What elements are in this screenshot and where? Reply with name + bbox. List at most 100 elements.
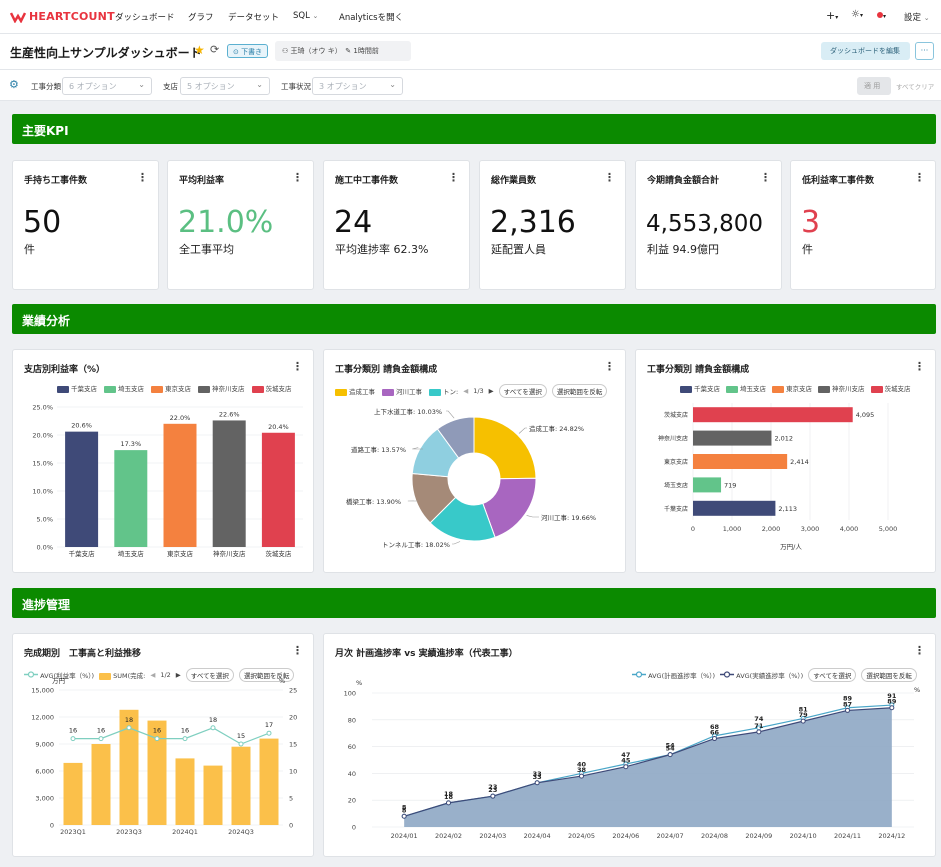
invert-selection-button[interactable]: 選択範囲を反転 [551,384,608,398]
y-tick-label-left: 15,000 [31,687,54,695]
kebab-menu-icon[interactable]: ⋮ [760,171,771,184]
kpi-value: 21.0% [178,205,274,240]
nav-dataset[interactable]: データセット [228,13,280,23]
legend-next-icon[interactable]: ▶ [175,671,181,679]
data-point-actual [756,729,762,735]
legend-line-marker [24,671,38,678]
data-label: 16 [69,727,77,735]
legend-item[interactable]: 千葉支店 [680,383,720,393]
bar [63,762,83,825]
data-label: 22.0% [170,414,191,422]
more-options-button[interactable]: ··· [915,42,934,60]
legend-item[interactable]: 東京支店 [151,383,191,393]
slice-label: トンネル工事: 18.02% [382,540,450,549]
legend-prev-icon[interactable]: ◀ [463,387,469,395]
legend-item[interactable]: 埼玉支店 [726,383,766,393]
legend-item[interactable]: 埼玉支店 [104,383,144,393]
legend-item[interactable]: 茨城支店 [870,383,911,393]
bar [91,744,111,825]
invert-selection-button[interactable]: 選択範囲を反転 [238,668,295,682]
data-point-actual [667,752,673,758]
nav-graph[interactable]: グラフ [188,13,214,23]
chart-card-progress-area: 月次 計画進捗率 vs 実績進捗率（代表工事） ⋮ AVG(計画進捗率（%）) … [323,633,936,857]
data-label-plan: 91 [887,692,897,700]
filter-select-branch[interactable]: 5 オプション ⌄ [180,77,270,95]
y-tick-label-left: 3,000 [35,795,54,803]
data-label-plan: 89 [843,695,853,703]
apply-filters-button[interactable]: 適 用 [857,77,891,95]
data-label: 16 [153,727,161,735]
legend-item-line[interactable]: AVG(利益率（%）) [24,670,94,680]
kebab-menu-icon[interactable]: ⋮ [137,171,148,184]
kpi-card: 今期請負金額合計 ⋮ 4,553,800 利益 94.9億円 [635,160,782,290]
x-tick-label: 東京支店 [167,549,194,558]
nav-analytics[interactable]: Analyticsを開く [339,13,404,23]
bar [693,500,776,516]
data-point [266,730,272,736]
kebab-menu-icon[interactable]: ⋮ [292,171,303,184]
nav-sql[interactable]: SQL ⌄ [293,11,318,21]
chart-card-category-pie: 工事分類別 請負金額構成 ⋮ 造成工事 河川工事 トン: ◀ 1/3 ▶ すべてを選… [323,349,626,573]
legend-label: 東京支店 [786,385,812,393]
y-tick-label: 東京支店 [664,458,688,466]
slice-label: 上下水道工事: 10.03% [374,407,442,416]
nav-dashboard[interactable]: ダッシュボード [115,13,175,23]
y-tick-label-right: 15 [289,741,297,749]
language-icon[interactable]: ▾ [877,11,886,21]
add-icon[interactable]: +▾ [826,9,839,22]
legend-item[interactable]: 神奈川支店 [818,383,865,393]
legend-item-actual[interactable]: AVG(実績進捗率（%）) [720,670,803,680]
invert-selection-button[interactable]: 選択範囲を反転 [861,668,917,682]
data-label-actual: 66 [710,729,720,737]
x-tick-label: 2024/07 [657,832,684,840]
legend-item[interactable]: 茨城支店 [251,383,292,393]
legend-item[interactable]: 神奈川支店 [198,383,245,393]
y-tick-label: 埼玉支店 [664,481,688,489]
edit-pencil-icon: ✎ [345,47,352,55]
kebab-menu-icon[interactable]: ⋮ [292,360,303,373]
pie-slice [436,416,475,459]
kebab-menu-icon[interactable]: ⋮ [292,644,303,657]
kebab-menu-icon[interactable]: ⋮ [914,171,925,184]
theme-icon[interactable]: ☼▾ [851,9,863,20]
legend-next-icon[interactable]: ▶ [488,387,494,395]
legend-item[interactable]: 東京支店 [772,383,812,393]
filter-settings-gear-icon[interactable]: ⚙ [9,78,19,91]
filter-select-category[interactable]: 6 オプション ⌄ [62,77,152,95]
legend-label: AVG(利益率（%）) [40,672,95,680]
legend-item[interactable]: トン: [429,386,458,396]
legend-item[interactable]: 千葉支店 [57,383,97,393]
kebab-menu-icon[interactable]: ⋮ [914,644,925,657]
legend-item[interactable]: 河川工事 [382,386,422,396]
filter-select-status[interactable]: 3 オプション ⌄ [312,77,403,95]
legend-item[interactable]: 造成工事 [335,386,375,396]
kebab-menu-icon[interactable]: ⋮ [604,171,615,184]
chevron-down-icon: ⌄ [312,12,319,20]
edit-dashboard-button[interactable]: ダッシュボードを編集 [821,42,910,60]
refresh-icon[interactable]: ⟳ [210,43,220,56]
legend-prev-icon[interactable]: ◀ [150,671,156,679]
select-all-button[interactable]: すべてを選択 [808,668,857,682]
legend-item-bar[interactable]: SUM(完成: [99,670,145,680]
clear-filters-link[interactable]: すべてクリア [896,83,935,91]
y-tick-label: 20.0% [32,432,53,440]
chart-card-branch-profit: 支店別利益率（%） ⋮ 千葉支店 埼玉支店 東京支店 神奈川支店 茨城支店 0.0% 5.… [12,349,314,573]
kebab-menu-icon[interactable]: ⋮ [914,360,925,373]
legend-items: 造成工事 河川工事 トン: [335,386,458,396]
legend-label: 茨城支店 [265,385,292,393]
data-label-plan: 18 [444,790,454,798]
brand-logo[interactable]: HEARTCOUNT [10,10,115,23]
x-tick-label: 2024Q3 [228,828,254,836]
select-all-button[interactable]: すべてを選択 [498,384,547,398]
favorite-star-icon[interactable]: ★ [194,43,205,57]
kpi-card: 低利益率工事件数 ⋮ 3 件 [790,160,936,290]
kebab-menu-icon[interactable]: ⋮ [448,171,459,184]
select-all-button[interactable]: すべてを選択 [185,668,234,682]
y-tick-label: 5.0% [36,516,53,524]
legend-item-plan[interactable]: AVG(計画進捗率（%）) [632,670,715,680]
x-tick-label: 千葉支店 [69,549,96,558]
kpi-subtext: 件 [802,243,813,256]
settings-menu[interactable]: 設定 ⌄ [904,11,930,23]
kpi-title: 施工中工事件数 [335,176,399,186]
kebab-menu-icon[interactable]: ⋮ [604,360,615,373]
